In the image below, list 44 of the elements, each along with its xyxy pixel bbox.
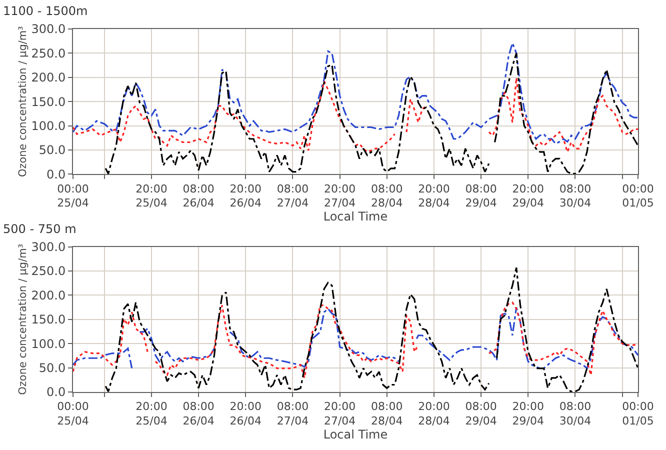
y-tick-label: 150.0 (31, 312, 66, 327)
x-tick-label: 08:00 26/04 (182, 400, 214, 428)
x-tick-label: 20:00 27/04 (324, 182, 356, 210)
y-tick-label: 0.0 (46, 167, 66, 182)
x-tick-label: 08:00 27/04 (276, 182, 309, 210)
y-tick-label: 150.0 (31, 94, 66, 109)
y-tick-label: 300.0 (31, 240, 66, 254)
x-tick-label: 08:00 29/04 (465, 182, 497, 210)
x-tick-label: 00:00 25/04 (57, 182, 89, 210)
y-tick-label: 200.0 (31, 288, 66, 302)
y-tick-label: 250.0 (31, 264, 66, 278)
y-tick-label: 300.0 (31, 22, 66, 36)
x-tick-label: 20:00 28/04 (418, 182, 450, 210)
y-axis-title: Ozone concentration / µg/m³ (17, 26, 30, 178)
chart-title: 1100 - 1500m (3, 4, 88, 18)
x-tick-label: 20:00 29/04 (512, 182, 544, 210)
x-tick-label: 08:00 30/04 (559, 182, 592, 210)
x-tick-label: 20:00 29/04 (512, 400, 544, 428)
x-tick-label: 20:00 26/04 (230, 182, 262, 210)
x-tick-label: 08:00 27/04 (276, 400, 309, 428)
x-tick-label: 08:00 30/04 (559, 400, 592, 428)
chart-title: 500 - 750 m (3, 222, 76, 236)
y-tick-label: 0.0 (46, 385, 66, 400)
y-tick-label: 250.0 (31, 46, 66, 60)
y-tick-label: 100.0 (31, 119, 66, 133)
y-tick-label: 50.0 (38, 361, 66, 375)
x-axis-title: Local Time (323, 210, 388, 224)
x-tick-label: 08:00 29/04 (465, 400, 497, 428)
x-tick-label: 08:00 28/04 (371, 400, 403, 428)
y-axis-title: Ozone concentration / µg/m³ (17, 244, 30, 395)
x-tick-label: 20:00 26/04 (230, 400, 262, 428)
x-tick-label: 20:00 28/04 (418, 400, 450, 428)
x-tick-label: 20:00 27/04 (324, 400, 356, 428)
x-tick-label: 00:00 25/04 (57, 400, 89, 428)
y-tick-label: 50.0 (38, 143, 66, 158)
x-tick-label: 00:00 01/05 (622, 400, 654, 428)
x-tick-label: 20:00 25/04 (136, 400, 168, 428)
x-axis-title: Local Time (323, 428, 388, 442)
y-tick-label: 200.0 (31, 70, 66, 85)
x-tick-label: 00:00 01/05 (622, 182, 654, 210)
x-tick-label: 08:00 26/04 (182, 182, 214, 210)
x-tick-label: 20:00 25/04 (136, 182, 168, 210)
y-tick-label: 100.0 (31, 336, 66, 351)
x-tick-label: 08:00 28/04 (371, 182, 403, 210)
